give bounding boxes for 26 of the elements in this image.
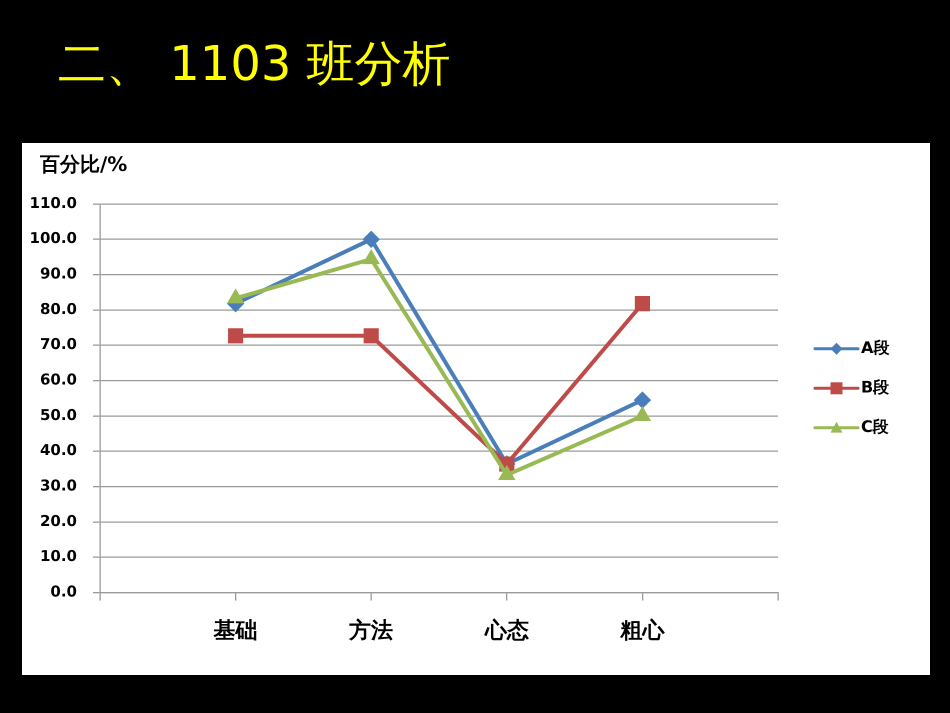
- y-tick-label: 80.0: [40, 300, 77, 318]
- y-tick-label: 60.0: [40, 370, 77, 389]
- y-tick-label: 110.0: [30, 194, 77, 212]
- y-axis-title: 百分比/%: [40, 151, 128, 178]
- y-tick-label: 30.0: [40, 476, 77, 495]
- x-tick-label: 方法: [348, 618, 394, 644]
- legend-label: A段: [861, 338, 890, 357]
- point: [634, 392, 651, 409]
- y-tick-label: 70.0: [40, 335, 77, 354]
- y-tick-label: 40.0: [40, 441, 77, 460]
- x-tick-label: 粗心: [619, 618, 666, 644]
- point: [634, 296, 650, 312]
- point: [362, 230, 380, 248]
- point: [364, 328, 379, 344]
- legend-label: C段: [861, 416, 890, 436]
- x-tick-label: 基础: [212, 618, 258, 644]
- y-tick-label: 50.0: [40, 406, 77, 424]
- point: [228, 328, 244, 344]
- x-tick-label: 心态: [484, 618, 529, 644]
- y-tick-label: 10.0: [40, 547, 77, 566]
- y-tick-label: 20.0: [40, 512, 77, 530]
- legend-label: B段: [861, 377, 890, 396]
- y-tick-label: 90.0: [40, 264, 77, 283]
- y-tick-label: 100.0: [30, 229, 77, 248]
- y-tick-label: 0.0: [50, 582, 77, 600]
- chart-title: 二、 1103 班分析: [58, 36, 451, 92]
